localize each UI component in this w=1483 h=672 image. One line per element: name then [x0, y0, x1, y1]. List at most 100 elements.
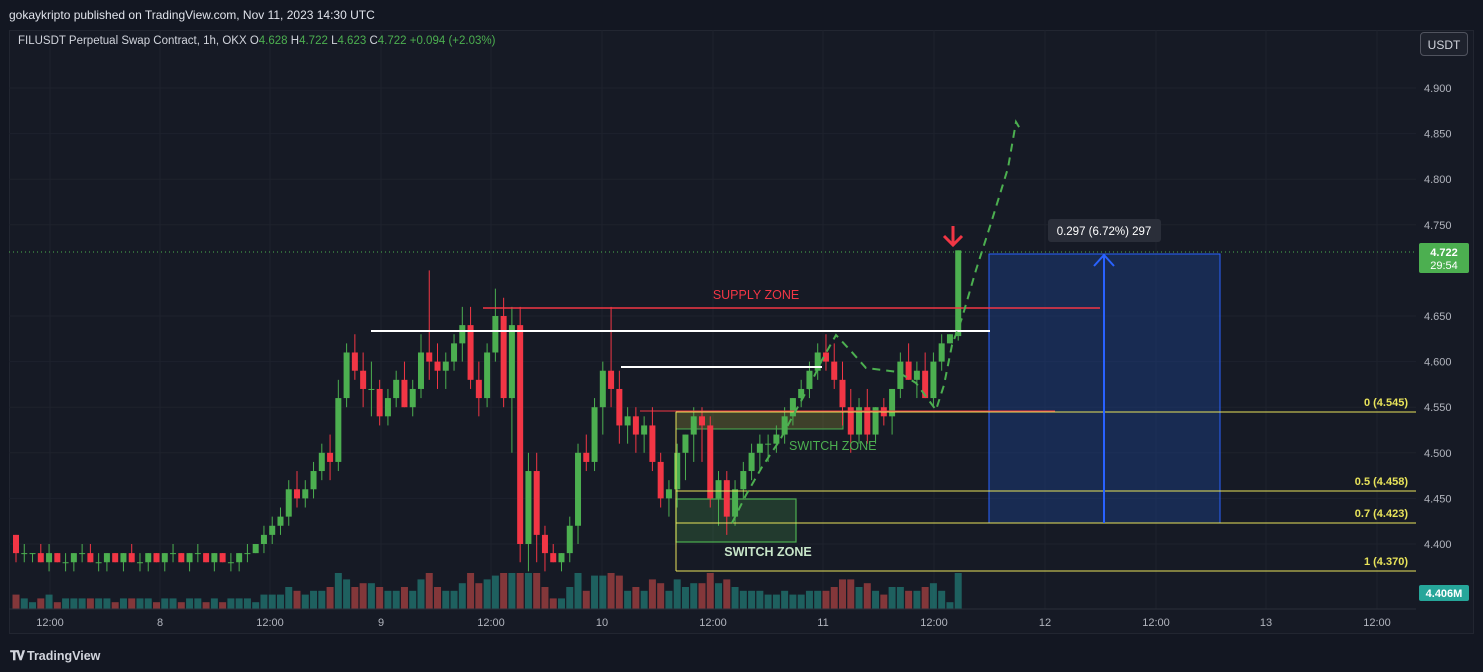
volume-bar: [367, 583, 375, 609]
candle-body: [161, 553, 168, 563]
candle-body: [260, 534, 267, 544]
price-tick-label: 4.550: [1424, 402, 1452, 414]
volume-bar: [764, 594, 772, 609]
candle-body: [112, 553, 119, 563]
price-tick-label: 4.800: [1424, 174, 1452, 186]
candle-body: [368, 388, 375, 390]
volume-value: 4.406M: [1426, 588, 1463, 600]
volume-bar: [128, 598, 136, 609]
candle-body: [525, 471, 532, 544]
candle-body: [707, 425, 714, 499]
candle-body: [335, 398, 342, 462]
publish-header: gokaykripto published on TradingView.com…: [0, 0, 1483, 30]
candle-body: [930, 361, 937, 399]
candle-body: [781, 416, 788, 435]
volume-bar: [103, 598, 111, 609]
volume-bar: [946, 602, 954, 609]
volume-bar: [252, 602, 260, 609]
volume-bar: [888, 587, 896, 609]
candle-body: [178, 553, 185, 563]
volume-bar: [648, 579, 656, 609]
volume-bar: [29, 602, 37, 609]
candle-body: [798, 388, 805, 399]
time-tick-label: 12:00: [256, 617, 284, 629]
volume-bar: [318, 590, 326, 609]
volume-bar: [533, 573, 541, 609]
switch-zone-label-lower: SWITCH ZONE: [724, 545, 812, 559]
price-axis[interactable]: 4.900 4.850 4.800 4.750 4.650 4.600 4.550 4.500…: [1424, 83, 1452, 551]
volume-bar: [491, 575, 499, 609]
volume-bar: [557, 598, 565, 609]
candle-body: [632, 416, 639, 435]
volume-bar: [202, 602, 210, 609]
volume-bar: [632, 587, 640, 609]
volume-bar: [186, 598, 194, 609]
currency-button[interactable]: USDT: [1420, 32, 1468, 56]
red-arrow-icon: [942, 226, 964, 248]
price-tick-label: 4.750: [1424, 220, 1452, 232]
volume-bar: [334, 573, 342, 609]
volume-bar: [789, 594, 797, 609]
candle-body: [128, 553, 135, 563]
time-axis[interactable]: 12:00 8 12:00 9 12:00 10 12:00 11 12:00 12 12:00 13…: [36, 617, 1391, 629]
volume-bar: [483, 579, 491, 609]
candle-body: [773, 434, 780, 444]
candlestick-series: [13, 250, 962, 572]
volume-bar: [111, 602, 119, 609]
volume-bar: [524, 573, 532, 609]
candle-body: [872, 407, 879, 435]
candle-body: [46, 553, 53, 563]
volume-bar: [665, 590, 673, 609]
projection-path[interactable]: [731, 119, 1023, 524]
time-tick-label: 12:00: [1363, 617, 1391, 629]
candle-body: [153, 553, 160, 563]
high-value: 4.722: [299, 35, 328, 47]
volume-bar: [136, 598, 144, 609]
candle-body: [814, 352, 821, 371]
candle-body: [806, 370, 813, 389]
volume-bar: [95, 598, 103, 609]
volume-bar: [822, 590, 830, 609]
volume-bar: [119, 598, 127, 609]
candle-body: [955, 250, 962, 337]
volume-bar: [235, 598, 243, 609]
candle-body: [500, 316, 507, 399]
close-value: 4.722: [377, 35, 407, 47]
candle-body: [682, 434, 689, 453]
volume-bar: [384, 590, 392, 609]
volume-bar: [797, 594, 805, 609]
candle-body: [277, 516, 284, 526]
candle-body: [913, 370, 920, 380]
volume-bar: [508, 573, 516, 609]
volume-bar: [276, 594, 284, 609]
candle-body: [327, 452, 334, 462]
candle-body: [236, 553, 243, 563]
volume-bar: [715, 583, 723, 609]
volume-bar: [954, 573, 962, 609]
chart-canvas[interactable]: 0.297 (6.72%) 297 SUPPLY ZONE SWITCH ZON…: [0, 0, 1483, 640]
volume-bar: [566, 587, 574, 609]
bar-countdown: 29:54: [1430, 260, 1458, 272]
candle-body: [351, 352, 358, 371]
candle-body: [541, 534, 548, 554]
volume-bar: [326, 587, 334, 609]
volume-bar: [376, 587, 384, 609]
tradingview-brand[interactable]: 𝐓𝐕 TradingView: [10, 648, 100, 664]
volume-bar: [615, 575, 623, 609]
change-value: +0.094 (+2.03%): [409, 35, 496, 47]
fib-label-07: 0.7 (4.423): [1355, 508, 1409, 520]
time-tick-label: 12:00: [1142, 617, 1170, 629]
volume-bar: [929, 583, 937, 609]
footer: [0, 640, 1483, 672]
candle-body: [459, 325, 466, 344]
candle-body: [79, 553, 86, 555]
volume-bar: [70, 598, 78, 609]
fib-label-0: 0 (4.545): [1364, 397, 1408, 409]
candle-body: [310, 471, 317, 490]
candle-body: [29, 553, 36, 555]
candle-body: [674, 452, 681, 490]
time-tick-label: 12:00: [920, 617, 948, 629]
candle-body: [566, 525, 573, 554]
fib-label-05: 0.5 (4.458): [1355, 476, 1409, 488]
open-value: 4.628: [258, 35, 288, 47]
